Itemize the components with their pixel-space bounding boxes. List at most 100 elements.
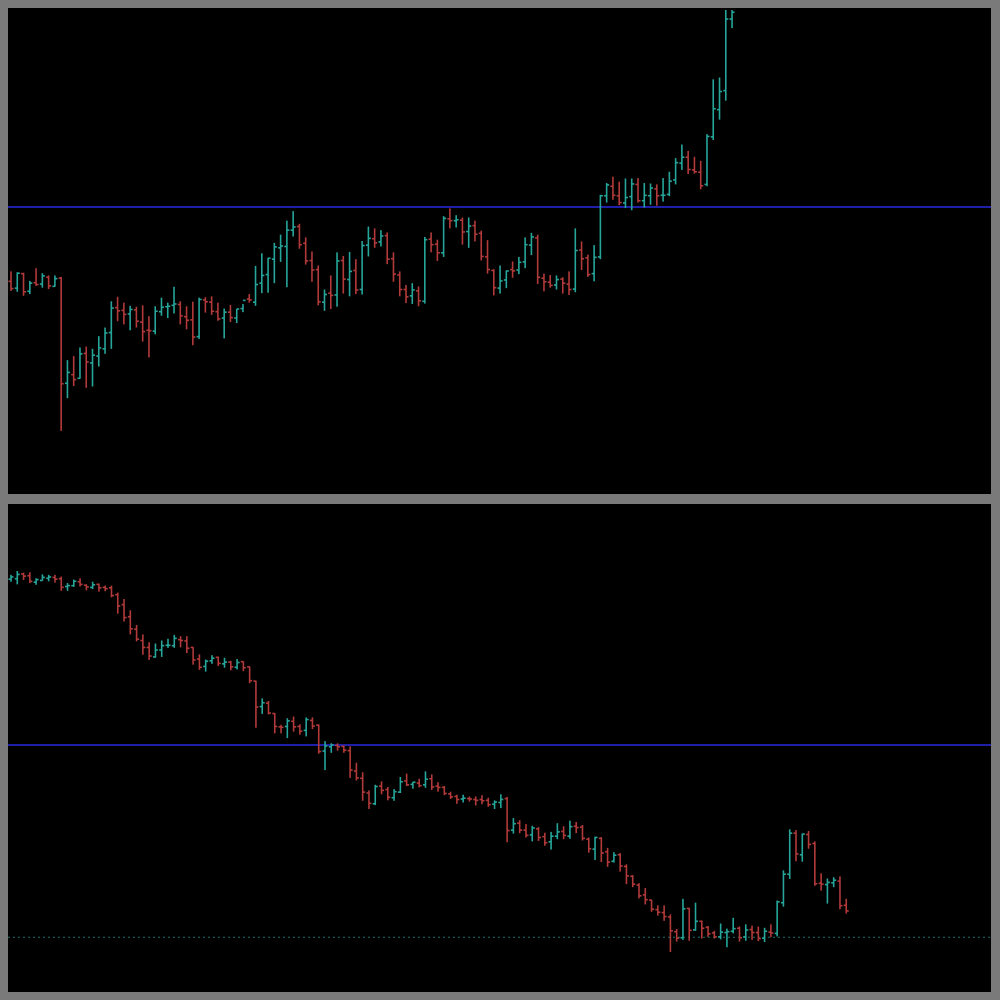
ohlc-bar [221,308,227,339]
ohlc-bar [21,572,27,581]
ohlc-bar [579,824,585,841]
ohlc-bar [636,883,642,899]
ohlc-bar [278,724,284,734]
ohlc-bar [622,178,628,208]
ohlc-bar [284,220,290,288]
ohlc-bar [14,570,20,585]
ohlc-bar [127,305,133,331]
ohlc-bar [209,655,215,664]
ohlc-bar [83,584,89,591]
ohlc-bar [335,743,341,751]
ohlc-bar [472,220,478,242]
ohlc-bar [222,657,228,668]
ohlc-bar [190,646,196,665]
ohlc-bar [466,217,472,248]
ohlc-bar [579,241,585,271]
ohlc-bar [58,576,64,591]
ohlc-bar [522,237,528,269]
ohlc-bar [71,356,77,386]
ohlc-bar [253,680,259,728]
ohlc-bar [246,294,252,303]
ohlc-bar [39,273,45,288]
ohlc-bar [158,297,164,316]
ohlc-bar [322,741,328,771]
ohlc-bar [793,830,799,862]
ohlc-bar [661,905,667,921]
ohlc-bar [385,786,391,801]
ohlc-bar [504,796,510,843]
ohlc-bar [265,257,271,293]
ohlc-bar [585,254,591,277]
ohlc-bar [134,624,140,642]
ohlc-bar [478,230,484,261]
ohlc-bar [605,847,611,867]
ohlc-bar [812,841,818,886]
ohlc-bar [121,302,127,325]
ohlc-bar [837,876,843,910]
ohlc-bar [196,297,202,339]
ohlc-bar [8,574,14,582]
ohlc-bar [77,347,83,380]
ohlc-bar [736,926,742,942]
ohlc-bar [428,232,434,253]
ohlc-bar [328,275,334,309]
ohlc-bar [234,308,240,324]
ohlc-bar [616,181,622,206]
ohlc-bar [711,930,717,939]
ohlc-bar [560,277,566,294]
ohlc-bar [674,929,680,942]
ohlc-bar [535,234,541,285]
ohlc-bar [641,183,647,208]
ohlc-bar [140,305,146,342]
ohlc-bar [58,276,64,431]
ohlc-bar [435,782,441,792]
ohlc-bar [460,794,466,803]
ohlc-bar [397,777,403,793]
ohlc-bar [372,784,378,806]
ohlc-bar [762,927,768,943]
ohlc-bar [655,905,661,916]
ohlc-bar [831,877,837,888]
ohlc-bar [685,150,691,174]
ohlc-bar [749,925,755,940]
ohlc-bar [347,746,353,778]
ohlc-bar [322,289,327,311]
ohlc-bar [723,10,729,101]
ohlc-bar [27,280,33,295]
ohlc-bar [46,574,52,582]
ohlc-bar [547,275,553,288]
ohlc-bar [96,583,102,592]
price-chart-upper[interactable] [8,8,991,494]
ohlc-bar [303,717,309,737]
ohlc-bar [33,268,39,286]
ohlc-bar [39,574,45,582]
ohlc-bar [410,781,416,789]
ohlc-bar [691,156,697,174]
ohlc-bar [610,176,616,200]
ohlc-bar [680,898,686,940]
ohlc-bar [699,920,705,939]
ohlc-bar [704,134,710,187]
ohlc-bar [215,302,221,321]
ohlc-bar [397,271,403,297]
ohlc-bar [340,255,346,294]
ohlc-bar [743,924,749,941]
ohlc-bar [824,878,830,904]
ohlc-bar [473,796,479,806]
ohlc-bar [686,907,692,941]
ohlc-bar [554,823,560,840]
ohlc-bar [729,10,735,29]
ohlc-bar [724,928,730,948]
price-chart-lower[interactable] [8,504,991,992]
ohlc-bar [253,265,259,306]
ohlc-bar [448,791,454,800]
ohlc-bar [90,581,96,590]
ohlc-bar [649,899,655,912]
ohlc-bar [372,228,378,248]
ohlc-bar [171,286,177,314]
ohlc-bar [567,820,573,839]
ohlc-bar [359,241,365,295]
ohlc-bar [541,273,547,292]
ohlc-bar [390,252,396,282]
ohlc-bar [503,270,509,289]
